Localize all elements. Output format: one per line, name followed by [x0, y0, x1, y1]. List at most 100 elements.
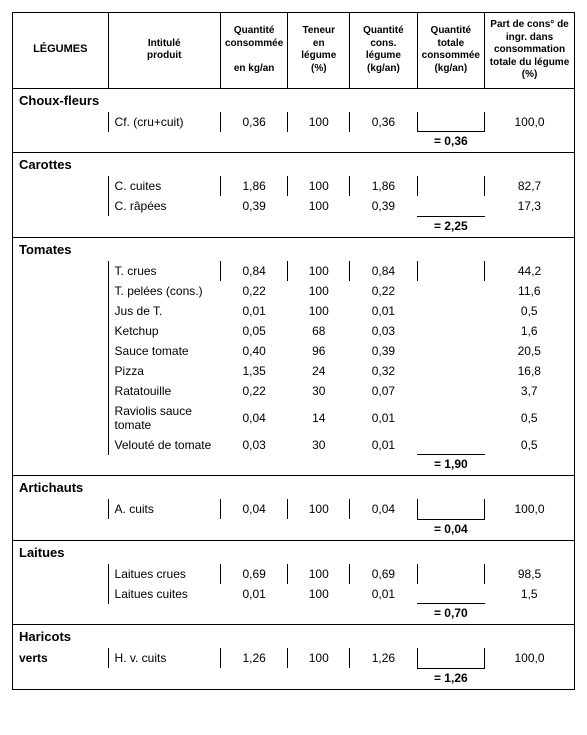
- col-qte-unit: en kg/an: [234, 63, 275, 74]
- row-qleg: 1,86: [350, 176, 417, 196]
- col-qtot: Quantité totale consommée (kg/an): [417, 13, 484, 89]
- row-produit: C. râpées: [108, 196, 220, 216]
- row-teneur: 100: [288, 196, 350, 216]
- row-produit: Pizza: [108, 361, 220, 381]
- row-qleg: 0,01: [350, 401, 417, 435]
- col-part-label: Part de cons° de ingr. dans consommation…: [490, 19, 569, 80]
- row-qleg: 0,36: [350, 112, 417, 132]
- row-produit: A. cuits: [108, 499, 220, 519]
- row-total: [417, 564, 484, 584]
- row-qte: 0,22: [220, 281, 287, 301]
- row-legumes: [13, 196, 109, 216]
- row-legumes: verts: [13, 648, 109, 668]
- col-legumes: LÉGUMES: [13, 13, 109, 89]
- row-qleg: 0,39: [350, 341, 417, 361]
- row-part: 100,0: [485, 112, 575, 132]
- row-legumes: [13, 341, 109, 361]
- row-qte: 0,36: [220, 112, 287, 132]
- row-qleg: 1,26: [350, 648, 417, 668]
- row-produit: Ratatouille: [108, 381, 220, 401]
- row-legumes: [13, 176, 109, 196]
- row-teneur: 14: [288, 401, 350, 435]
- group-total-value: = 1,26: [417, 668, 484, 689]
- row-qleg: 0,39: [350, 196, 417, 216]
- row-qleg: 0,04: [350, 499, 417, 519]
- row-qte: 0,04: [220, 401, 287, 435]
- group-total-row: = 1,26: [13, 668, 575, 689]
- table-row: T. pelées (cons.)0,221000,2211,6: [13, 281, 575, 301]
- group-total-row: = 0,70: [13, 604, 575, 625]
- row-produit: T. crues: [108, 261, 220, 281]
- legumes-table: LÉGUMES Intitulé produit Quantité consom…: [12, 12, 575, 690]
- row-qte: 0,05: [220, 321, 287, 341]
- row-total: [417, 261, 484, 281]
- row-qte: 0,04: [220, 499, 287, 519]
- row-legumes: [13, 361, 109, 381]
- row-qleg: 0,01: [350, 301, 417, 321]
- row-part: 20,5: [485, 341, 575, 361]
- group-name: Haricots: [13, 625, 575, 649]
- table-row: Laitues cuites0,011000,011,5: [13, 584, 575, 604]
- row-total: [417, 176, 484, 196]
- row-teneur: 30: [288, 435, 350, 455]
- row-qleg: 0,32: [350, 361, 417, 381]
- row-part: 3,7: [485, 381, 575, 401]
- row-part: 100,0: [485, 499, 575, 519]
- row-qte: 0,01: [220, 301, 287, 321]
- table-row: Pizza1,35240,3216,8: [13, 361, 575, 381]
- col-legumes-label: LÉGUMES: [33, 43, 87, 55]
- row-qte: 0,22: [220, 381, 287, 401]
- row-teneur: 100: [288, 112, 350, 132]
- row-legumes: [13, 584, 109, 604]
- row-produit: T. pelées (cons.): [108, 281, 220, 301]
- group-total-value: = 0,36: [417, 132, 484, 153]
- row-produit: Laitues crues: [108, 564, 220, 584]
- row-part: 16,8: [485, 361, 575, 381]
- row-teneur: 68: [288, 321, 350, 341]
- row-total: [417, 341, 484, 361]
- row-part: 0,5: [485, 301, 575, 321]
- row-legumes: [13, 321, 109, 341]
- row-legumes: [13, 281, 109, 301]
- row-part: 98,5: [485, 564, 575, 584]
- row-legumes: [13, 261, 109, 281]
- col-produit: Intitulé produit: [108, 13, 220, 89]
- row-qte: 0,69: [220, 564, 287, 584]
- group-total-row: = 0,36: [13, 132, 575, 153]
- row-produit: C. cuites: [108, 176, 220, 196]
- row-produit: H. v. cuits: [108, 648, 220, 668]
- row-legumes: [13, 301, 109, 321]
- row-teneur: 100: [288, 176, 350, 196]
- row-produit: Raviolis sauce tomate: [108, 401, 220, 435]
- row-teneur: 30: [288, 381, 350, 401]
- row-teneur: 100: [288, 261, 350, 281]
- row-total: [417, 499, 484, 519]
- table-row: Ratatouille0,22300,073,7: [13, 381, 575, 401]
- group-header: Carottes: [13, 153, 575, 177]
- row-legumes: [13, 381, 109, 401]
- row-total: [417, 381, 484, 401]
- group-name: Artichauts: [13, 476, 575, 500]
- row-produit: Sauce tomate: [108, 341, 220, 361]
- row-part: 0,5: [485, 435, 575, 455]
- group-header: Laitues: [13, 540, 575, 564]
- row-teneur: 100: [288, 499, 350, 519]
- row-teneur: 100: [288, 281, 350, 301]
- row-total: [417, 281, 484, 301]
- table-row: Cf. (cru+cuit)0,361000,36100,0: [13, 112, 575, 132]
- table-row: Jus de T.0,011000,010,5: [13, 301, 575, 321]
- row-produit: Cf. (cru+cuit): [108, 112, 220, 132]
- table-row: C. râpées0,391000,3917,3: [13, 196, 575, 216]
- row-teneur: 96: [288, 341, 350, 361]
- header-row: LÉGUMES Intitulé produit Quantité consom…: [13, 13, 575, 89]
- row-total: [417, 401, 484, 435]
- row-total: [417, 361, 484, 381]
- table-row: Raviolis sauce tomate0,04140,010,5: [13, 401, 575, 435]
- col-qte: Quantité consommée en kg/an: [220, 13, 287, 89]
- row-qte: 1,35: [220, 361, 287, 381]
- table-row: Velouté de tomate0,03300,010,5: [13, 435, 575, 455]
- row-teneur: 100: [288, 584, 350, 604]
- group-name: Carottes: [13, 153, 575, 177]
- group-header: Haricots: [13, 625, 575, 649]
- group-total-row: = 2,25: [13, 216, 575, 237]
